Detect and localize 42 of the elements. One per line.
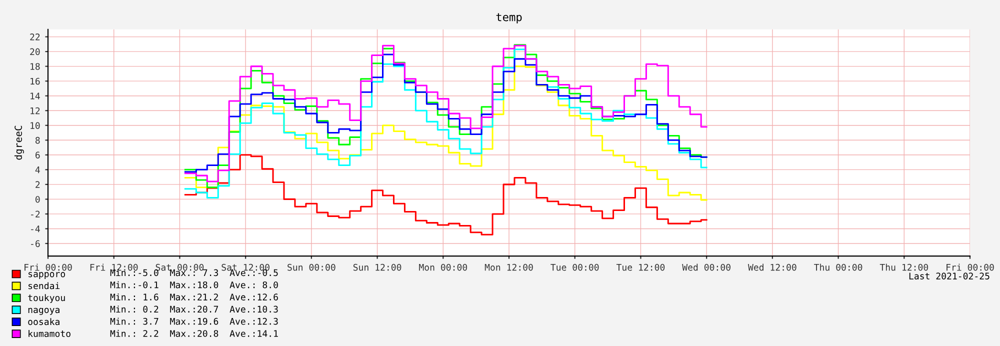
x-tick-label: Wed 00:00 [682, 264, 730, 271]
x-tick-label: Thu 00:00 [814, 264, 862, 271]
x-tick-label: Fri 00:00 [946, 264, 994, 271]
y-tick-label: -2 [31, 210, 40, 218]
y-tick-label: 20 [30, 48, 40, 56]
x-tick-label: Fri 00:00 [24, 264, 72, 271]
x-tick-label: Mon 00:00 [419, 264, 468, 271]
legend-label: nagoya [28, 308, 60, 315]
text: Min.: 1.6 Max.:21.2 Ave.:12.6 [110, 293, 278, 300]
x-tick-label: Sun 00:00 [288, 264, 336, 271]
y-tick-label: 22 [30, 34, 40, 40]
y-tick-label: 8 [36, 136, 40, 144]
x-tick-label: Wed 12:00 [748, 264, 796, 271]
legend-label: toukyou [28, 294, 65, 303]
x-tick-label: Sun 12:00 [353, 264, 402, 271]
legend-label: sapporo [28, 272, 66, 279]
x-tick-label: Tue 12:00 [616, 264, 665, 271]
y-tick-label: 4 [35, 166, 40, 174]
y-axis-title: dgreeC [14, 126, 24, 160]
x-tick-label: Mon 12:00 [484, 264, 533, 271]
y-tick-label: 12 [30, 107, 40, 114]
y-tick-label: 16 [30, 78, 40, 85]
y-tick-label: 0 [36, 196, 40, 203]
y-tick-label: -6 [31, 240, 40, 248]
chart-title: temp [496, 13, 522, 24]
legend-label: kumamoto [28, 330, 70, 338]
text: Min.: 0.2 Max.:20.7 Ave.:10.3 [110, 306, 278, 313]
y-tick-label: 10 [30, 122, 40, 129]
text: Last 2021-02-25 [909, 272, 990, 280]
legend-label: sendai [28, 282, 60, 290]
y-tick-label: 18 [30, 63, 40, 70]
y-tick-label: 14 [30, 92, 40, 100]
x-tick-label: Sat 12:00 [222, 264, 270, 271]
text: Min.: 3.7 Max.:19.6 Ave.:12.3 [110, 318, 278, 325]
legend-label: oosaka [28, 318, 60, 326]
text: Min.: 2.2 Max.:20.8 Ave.:14.1 [110, 330, 278, 337]
y-tick-label: 6 [36, 152, 40, 158]
text: Min.:-0.1 Max.:18.0 Ave.: 8.0 [110, 281, 278, 288]
x-tick-label: Tue 00:00 [550, 264, 599, 271]
y-tick-label: -4 [31, 226, 40, 232]
x-tick-label: Thu 12:00 [880, 264, 928, 271]
y-tick-label: 2 [36, 181, 40, 188]
